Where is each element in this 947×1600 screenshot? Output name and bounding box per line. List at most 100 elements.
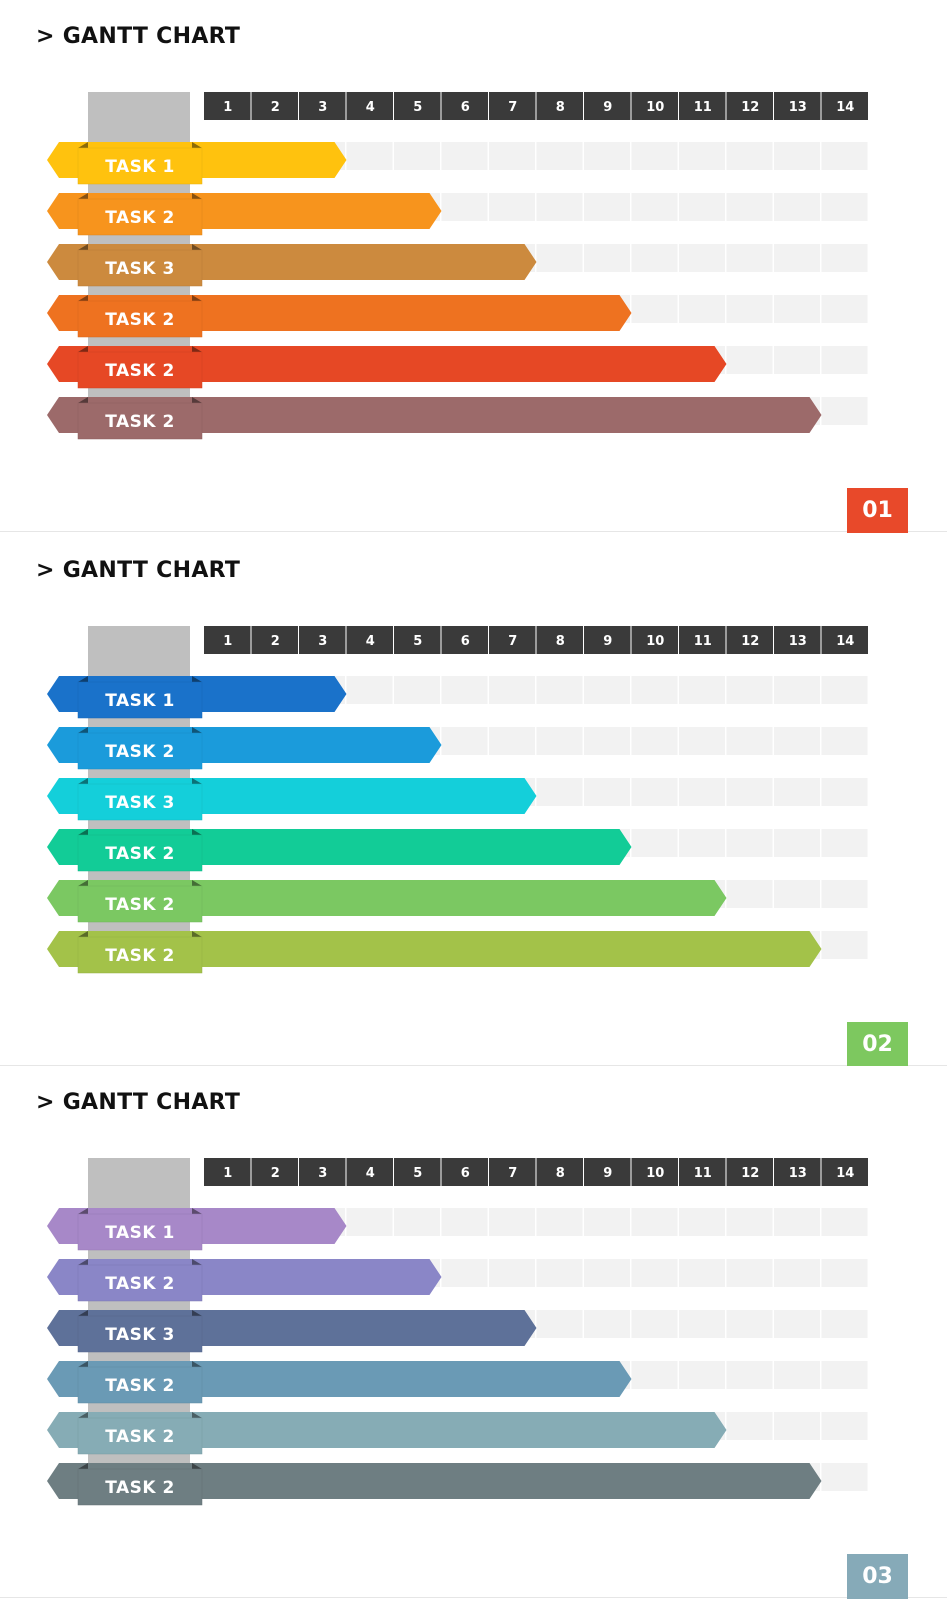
timeline-day-label: 4 xyxy=(366,634,375,649)
timeline-day-cell xyxy=(489,626,536,654)
ribbon-fold-right xyxy=(192,829,202,835)
ribbon-fold-right xyxy=(192,727,202,733)
track-cell xyxy=(774,676,820,704)
ribbon-fold-left xyxy=(78,1259,88,1265)
track-cell xyxy=(726,676,773,704)
timeline-day-cell xyxy=(726,92,773,120)
ribbon-fold-right xyxy=(192,778,202,784)
track-cell xyxy=(394,676,440,704)
track-cell xyxy=(584,1208,630,1236)
timeline-day-cell xyxy=(489,92,536,120)
task-label: TASK 2 xyxy=(105,361,175,381)
ribbon-fold-right xyxy=(192,931,202,937)
timeline-day-label: 14 xyxy=(836,634,854,649)
timeline-day-label: 6 xyxy=(461,100,470,115)
track-cell xyxy=(536,1310,583,1338)
track-cell xyxy=(631,1361,678,1389)
track-cell xyxy=(536,676,583,704)
track-cell xyxy=(821,1412,868,1440)
ribbon-fold-right xyxy=(192,142,202,148)
track-cell xyxy=(726,193,773,221)
timeline-day-label: 2 xyxy=(271,634,280,649)
task-label: TASK 3 xyxy=(105,1325,175,1345)
timeline-day-cell xyxy=(726,626,773,654)
ribbon-fold-left xyxy=(78,193,88,199)
track-cell xyxy=(489,1259,535,1287)
track-cell xyxy=(821,676,868,704)
track-cell xyxy=(726,880,773,908)
track-cell xyxy=(774,778,820,806)
timeline-day-cell xyxy=(251,626,298,654)
timeline-day-label: 8 xyxy=(556,634,565,649)
task-label: TASK 2 xyxy=(105,310,175,330)
track-cell xyxy=(774,727,820,755)
ribbon-fold-left xyxy=(78,295,88,301)
timeline-day-cell xyxy=(346,626,393,654)
track-cell xyxy=(726,1208,773,1236)
track-cell xyxy=(679,727,725,755)
ribbon-fold-left xyxy=(78,346,88,352)
ribbon-fold-right xyxy=(192,1463,202,1469)
task-label: TASK 2 xyxy=(105,895,175,915)
ribbon-fold-right xyxy=(192,193,202,199)
timeline-day-label: 4 xyxy=(366,1166,375,1181)
track-cell xyxy=(821,397,868,425)
task-label: TASK 2 xyxy=(105,742,175,762)
task-label: TASK 2 xyxy=(105,1274,175,1294)
timeline-day-label: 5 xyxy=(413,1166,422,1181)
track-cell xyxy=(726,1361,773,1389)
track-cell xyxy=(584,676,630,704)
track-cell xyxy=(489,1208,535,1236)
track-cell xyxy=(441,1259,488,1287)
ribbon-fold-right xyxy=(192,295,202,301)
task-label: TASK 1 xyxy=(105,1223,175,1243)
ribbon-fold-right xyxy=(192,1208,202,1214)
track-cell xyxy=(821,727,868,755)
track-cell xyxy=(631,1259,678,1287)
timeline-day-cell xyxy=(821,1158,868,1186)
timeline-day-label: 7 xyxy=(508,1166,517,1181)
task-label-box xyxy=(77,1366,203,1404)
track-cell xyxy=(821,1361,868,1389)
track-cell xyxy=(726,142,773,170)
timeline-day-label: 9 xyxy=(603,100,612,115)
track-cell xyxy=(679,1310,725,1338)
task-bar xyxy=(47,346,727,382)
timeline-day-cell xyxy=(631,92,678,120)
track-cell xyxy=(536,727,583,755)
timeline-day-cell xyxy=(299,626,346,654)
ribbon-fold-left xyxy=(78,1361,88,1367)
timeline-day-cell xyxy=(679,1158,726,1186)
task-label-box xyxy=(77,681,203,719)
track-cell xyxy=(726,1259,773,1287)
ribbon-fold-right xyxy=(192,676,202,682)
timeline-day-cell xyxy=(204,1158,251,1186)
track-cell xyxy=(536,244,583,272)
timeline-day-cell xyxy=(821,626,868,654)
track-cell xyxy=(584,1259,630,1287)
timeline-day-cell xyxy=(679,92,726,120)
track-cell xyxy=(489,142,535,170)
task-bar xyxy=(47,1412,727,1448)
track-cell xyxy=(774,1259,820,1287)
track-cell xyxy=(489,676,535,704)
task-label-box xyxy=(77,402,203,440)
ribbon-fold-left xyxy=(78,142,88,148)
timeline-day-cell xyxy=(584,92,631,120)
timeline-day-cell xyxy=(299,92,346,120)
track-cell xyxy=(774,1361,820,1389)
timeline-day-cell xyxy=(299,1158,346,1186)
timeline-day-cell xyxy=(346,92,393,120)
track-cell xyxy=(631,1310,678,1338)
timeline-day-label: 4 xyxy=(366,100,375,115)
track-cell xyxy=(821,1310,868,1338)
track-cell xyxy=(774,829,820,857)
track-cell xyxy=(774,346,820,374)
slide-title: > GANTT CHART xyxy=(36,1090,241,1115)
task-label: TASK 1 xyxy=(105,157,175,177)
timeline-day-cell xyxy=(584,1158,631,1186)
ribbon-fold-right xyxy=(192,880,202,886)
ribbon-fold-left xyxy=(78,829,88,835)
